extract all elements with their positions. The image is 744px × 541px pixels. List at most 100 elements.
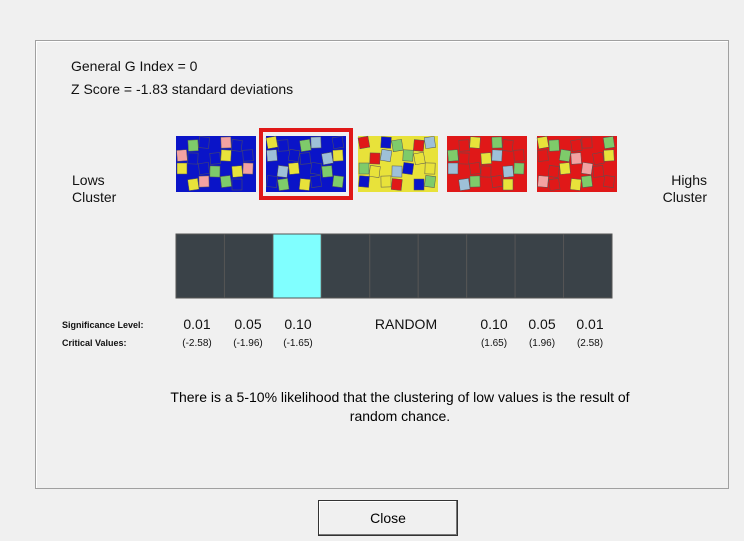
map-patch — [548, 178, 561, 191]
lows-label: Lows Cluster — [72, 172, 117, 205]
map-patch — [491, 175, 503, 188]
critical-value: (-1.65) — [283, 338, 313, 349]
map-patch — [379, 149, 393, 163]
bar-cell — [320, 233, 371, 299]
map-patch — [581, 175, 593, 188]
map-patch — [310, 162, 323, 175]
zscore-line: Z Score = -1.83 standard deviations — [71, 81, 294, 97]
map-patch — [220, 175, 232, 188]
map-patch — [266, 149, 278, 162]
map-patch — [231, 178, 243, 191]
bar-cell — [514, 233, 565, 299]
map-patch — [424, 162, 436, 175]
map-patch — [537, 175, 549, 188]
map-patch — [299, 138, 312, 152]
map-patch — [357, 135, 371, 150]
map-patch — [402, 149, 414, 162]
bar-cell — [417, 233, 468, 299]
bar-cell — [175, 233, 225, 299]
map-patch — [423, 136, 436, 149]
map-patch — [187, 152, 199, 165]
map-patch — [559, 162, 571, 175]
map-patch — [310, 175, 322, 188]
index-line: General G Index = 0 — [71, 58, 198, 74]
map-patch — [502, 165, 514, 178]
map-patch — [220, 149, 232, 162]
map-patch — [231, 165, 243, 178]
significance-level: RANDOM — [374, 316, 438, 332]
map-patch — [198, 162, 210, 175]
bar-cell — [223, 233, 274, 299]
map-patch — [265, 135, 279, 150]
map-patch — [458, 178, 471, 191]
significance-level: 0.10 — [284, 316, 312, 332]
map-patch — [176, 162, 188, 175]
map-patch — [288, 162, 300, 175]
significance-heading: Significance Level: — [62, 320, 144, 330]
significance-level: 0.10 — [480, 316, 508, 332]
map-patch — [331, 136, 344, 149]
map-patch — [502, 178, 514, 191]
map-patch — [581, 162, 594, 175]
map-patch — [187, 139, 199, 152]
map-patch — [536, 135, 550, 150]
message: There is a 5-10% likelihood that the clu… — [170, 389, 630, 424]
bar-cell — [369, 233, 419, 299]
map-patch — [391, 165, 403, 178]
map-patch — [380, 175, 392, 188]
map-patch — [231, 139, 243, 152]
map-patch — [198, 136, 210, 149]
map-patch — [332, 175, 344, 188]
map-patch — [242, 162, 254, 175]
significance-level: 0.05 — [528, 316, 556, 332]
map-patch — [402, 162, 415, 175]
close-button[interactable]: Close — [318, 500, 458, 536]
bar-cell — [272, 233, 322, 299]
map-patch — [299, 152, 311, 165]
map-patch — [209, 152, 221, 165]
map-patch — [458, 139, 470, 152]
critical-value: (1.96) — [528, 338, 556, 349]
map-patch — [558, 149, 572, 163]
map-patch — [592, 165, 604, 178]
map-patch — [537, 149, 549, 162]
map-patch — [570, 152, 582, 165]
significance-level: 0.01 — [576, 316, 604, 332]
map-patch — [458, 152, 470, 165]
map-patch — [592, 151, 605, 166]
map-patch — [390, 178, 403, 191]
map-patch — [603, 149, 615, 162]
significance-level: 0.05 — [234, 316, 262, 332]
map-patch — [469, 136, 481, 149]
map-patch — [469, 162, 481, 175]
map-patch — [220, 136, 232, 149]
map-patch — [548, 139, 560, 152]
critical-value: (2.58) — [576, 338, 604, 349]
map-patch — [502, 139, 514, 152]
map-patch — [513, 149, 525, 162]
selected-frame — [259, 128, 353, 200]
map-patch — [368, 165, 381, 178]
map-patch — [491, 149, 503, 162]
map-patch — [187, 178, 200, 191]
report-panel — [35, 40, 729, 489]
map-patch — [321, 165, 333, 178]
map-patch — [391, 138, 404, 152]
map-patch — [603, 175, 615, 188]
map-patch — [547, 165, 560, 178]
map-patch — [491, 136, 503, 149]
highs-label: Highs Cluster — [662, 172, 707, 205]
map-patch — [469, 175, 481, 188]
critical-heading: Critical Values: — [62, 338, 127, 348]
map-patch — [380, 136, 392, 149]
map-patch — [480, 152, 492, 165]
map-patch — [332, 149, 344, 162]
map-patch — [570, 138, 583, 152]
critical-value: (1.65) — [480, 338, 508, 349]
map-patch — [569, 178, 582, 191]
map-patch — [413, 178, 425, 191]
bar-cell — [466, 233, 516, 299]
map-patch — [447, 149, 459, 162]
